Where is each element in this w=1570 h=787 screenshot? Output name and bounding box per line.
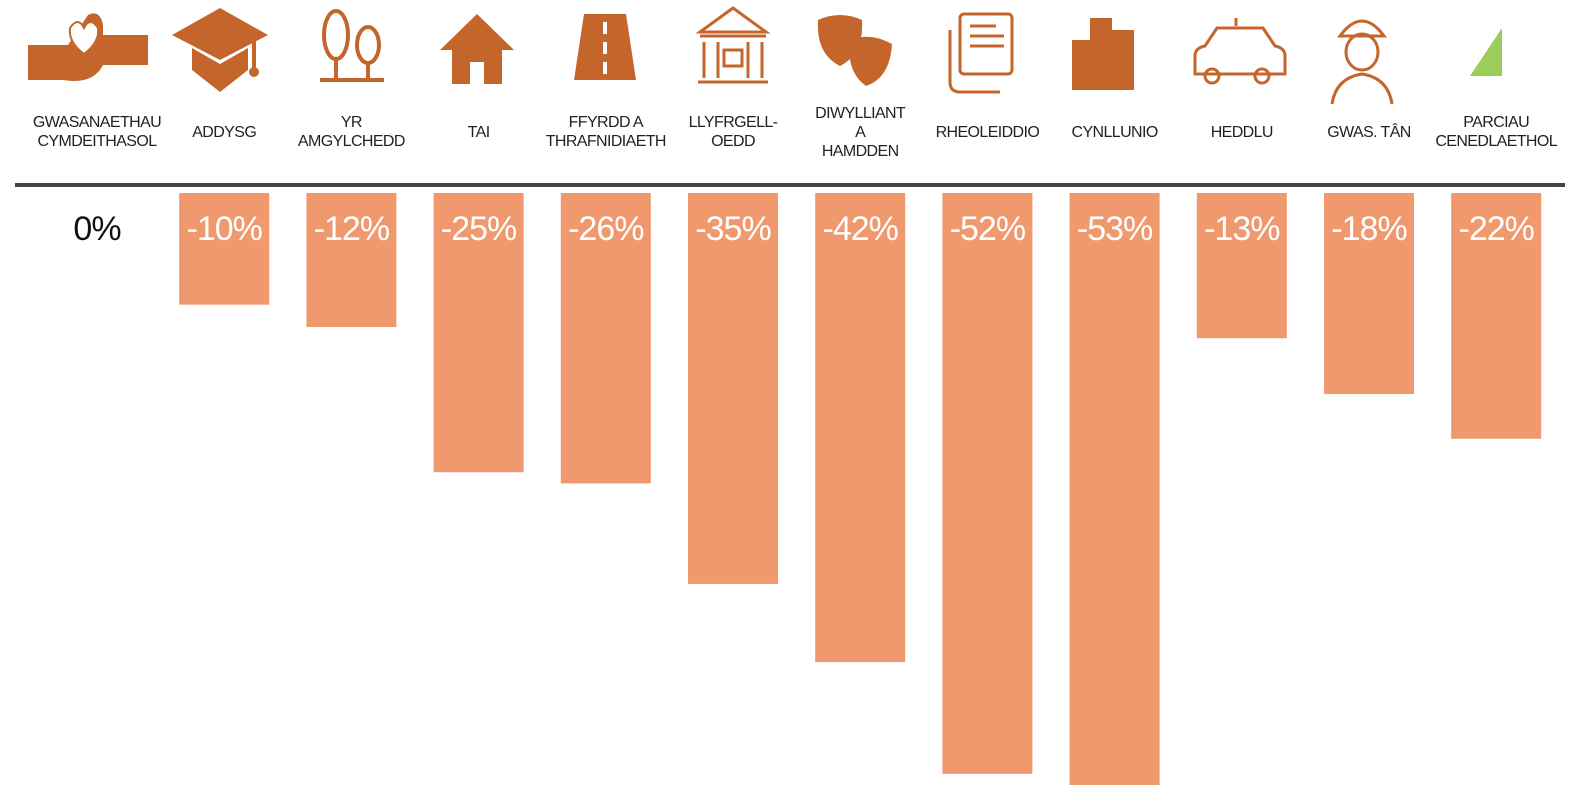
value-label: -25% [441, 210, 517, 248]
icon-trees [320, 9, 384, 82]
value-label: -22% [1459, 210, 1535, 248]
bar [1451, 193, 1542, 439]
value-label: -10% [187, 210, 263, 248]
bar [1069, 193, 1160, 785]
icon-cap [172, 8, 268, 92]
category-label: GWASANAETHAU CYMDEITHASOL [32, 114, 162, 150]
icon-masks [817, 15, 892, 86]
icon-library [695, 6, 771, 84]
bar [306, 193, 397, 328]
bar [1324, 193, 1414, 395]
bar [179, 193, 270, 305]
value-label: -13% [1204, 210, 1280, 248]
value-label: -12% [314, 210, 390, 248]
icon-road [574, 14, 636, 80]
bar [1196, 193, 1287, 339]
category-label: LLYFRGELL- OEDD [688, 114, 778, 150]
bar [942, 193, 1033, 774]
category-label: HEDDLU [1210, 123, 1274, 141]
bar [815, 193, 906, 663]
category-label: FFYRDD A THRAFNIDIAETH [545, 114, 667, 150]
icon-hand [28, 13, 148, 82]
icon-park [1470, 28, 1502, 76]
category-label: RHEOLEIDDIO [935, 123, 1040, 141]
category-label: YR AMGYLCHEDD [297, 114, 406, 150]
value-label: -26% [568, 210, 644, 248]
icon-car [1193, 18, 1287, 85]
value-label: -35% [695, 210, 771, 248]
category-label: GWAS. TÂN [1327, 123, 1411, 141]
category-label: DIWYLLIANT A HAMDDEN [815, 104, 906, 160]
category-label: PARCIAU CENEDLAETHOL [1435, 114, 1558, 150]
icon-house [440, 14, 514, 84]
icon-building [1072, 18, 1134, 90]
value-label: -53% [1077, 210, 1153, 248]
value-label: 0% [73, 210, 121, 248]
category-label: ADDYSG [192, 123, 257, 141]
category-label: CYNLLUNIO [1071, 123, 1159, 141]
icon-paper [948, 12, 1014, 94]
icons [28, 6, 1502, 105]
icon-worker [1330, 19, 1394, 105]
bar [688, 193, 778, 584]
category-label: TAI [467, 123, 491, 141]
value-label: -18% [1331, 210, 1407, 248]
value-label: -42% [823, 210, 899, 248]
bar [560, 193, 651, 484]
value-label: -52% [950, 210, 1026, 248]
bar [433, 193, 524, 473]
